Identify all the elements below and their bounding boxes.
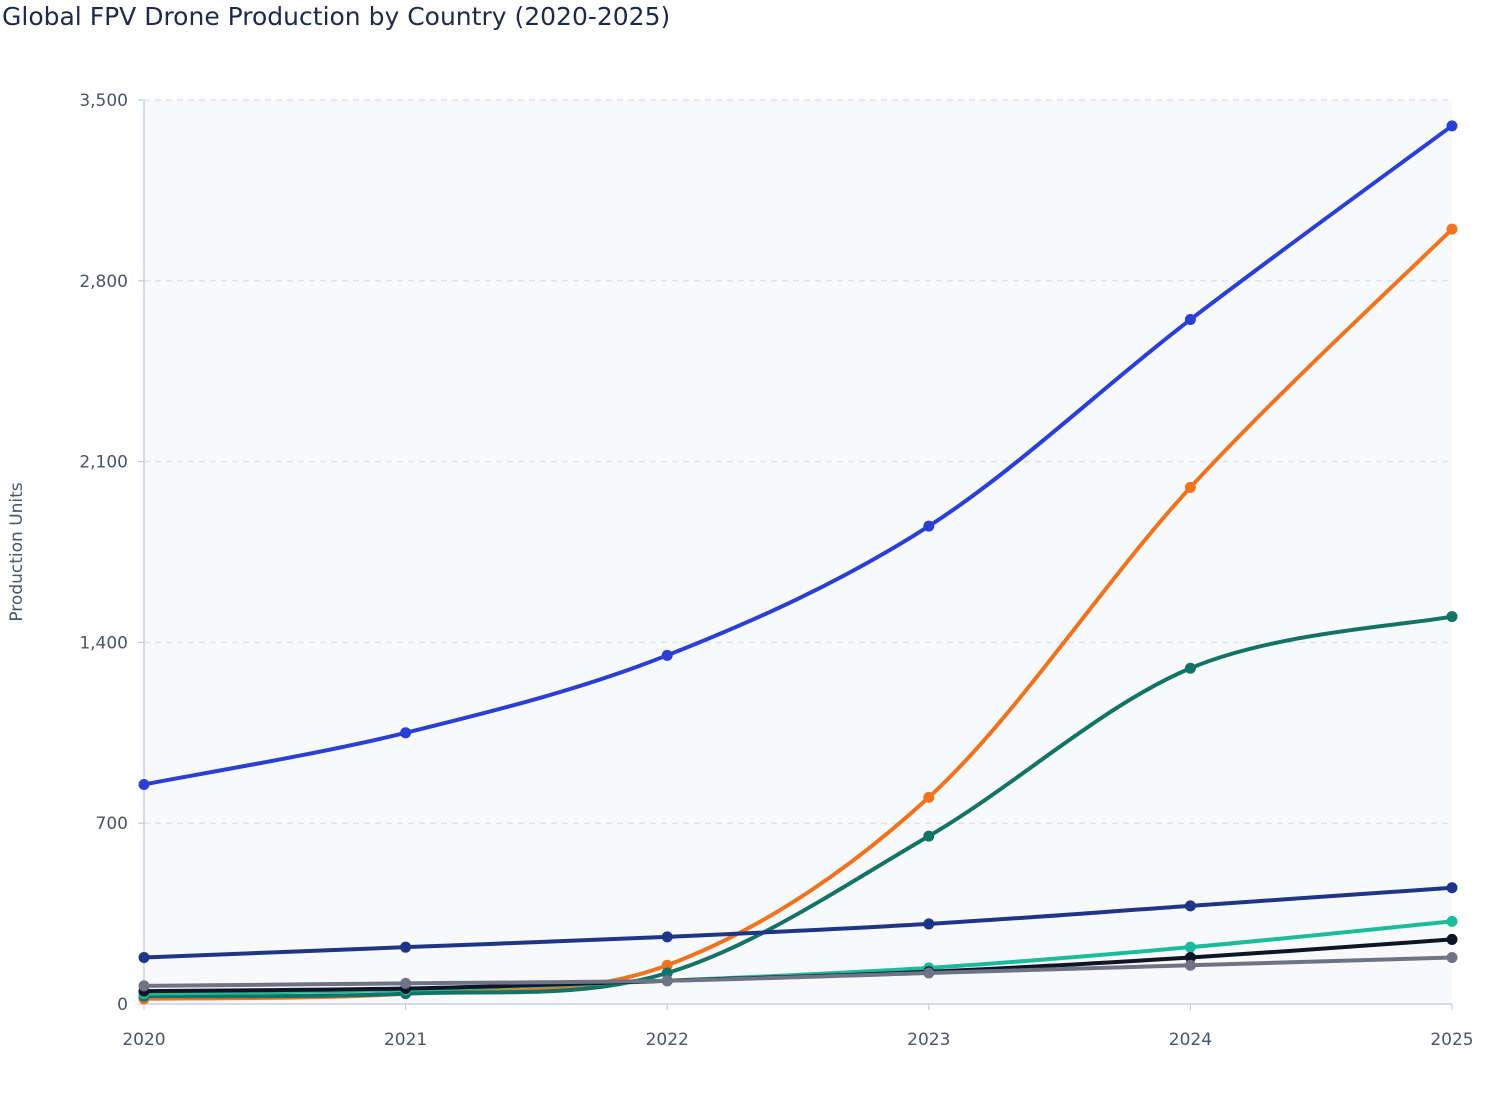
series-lines [138, 120, 1458, 1005]
data-point [1446, 915, 1458, 927]
data-point [400, 977, 412, 989]
data-point [923, 967, 935, 979]
data-point [1184, 941, 1196, 953]
chart-title: Global FPV Drone Production by Country (… [2, 2, 671, 31]
grid-lines [138, 99, 1453, 1010]
data-point [1446, 882, 1458, 894]
axes [143, 100, 1452, 1005]
data-point [1184, 952, 1196, 964]
data-point [1184, 959, 1196, 971]
data-point [1446, 611, 1458, 623]
data-point [923, 918, 935, 930]
x-tick-label: 2023 [907, 1030, 950, 1050]
data-point [1184, 662, 1196, 674]
series-1 [138, 120, 1458, 790]
y-tick-label: 1,400 [79, 633, 128, 653]
series-line [142, 885, 1454, 960]
data-point [138, 980, 150, 992]
series-line [142, 614, 1454, 999]
data-point [1446, 223, 1458, 235]
x-tick-label: 2025 [1430, 1030, 1473, 1050]
data-point [923, 520, 935, 532]
data-point [138, 952, 150, 964]
tick-labels: 0 700 1,400 2,100 2,800 3,500 2020 2021 2022 2023… [79, 91, 1473, 1050]
data-point [1184, 481, 1196, 493]
y-tick-label: 700 [96, 814, 128, 834]
x-tick-label: 2021 [384, 1030, 427, 1050]
x-tick-label: 2022 [646, 1030, 689, 1050]
data-point [923, 830, 935, 842]
series-7 [138, 952, 1458, 992]
data-point [1446, 933, 1458, 945]
data-point [138, 778, 150, 790]
plot-area [144, 100, 1452, 1004]
data-point [1184, 314, 1196, 326]
data-point [1446, 952, 1458, 964]
data-point [1446, 120, 1458, 132]
series-4 [138, 882, 1458, 964]
data-point [661, 931, 673, 943]
data-point [661, 975, 673, 987]
series-line [142, 955, 1454, 988]
y-tick-label: 0 [117, 995, 128, 1015]
series-line [142, 123, 1454, 787]
y-tick-label: 2,800 [79, 272, 128, 292]
y-tick-label: 3,500 [79, 91, 128, 111]
y-tick-label: 2,100 [79, 453, 128, 473]
data-point [923, 791, 935, 803]
data-point [1184, 900, 1196, 912]
data-point [661, 967, 673, 979]
data-point [661, 649, 673, 661]
y-axis-title: Production Units [7, 482, 27, 621]
x-tick-label: 2020 [122, 1030, 165, 1050]
x-tick-label: 2024 [1169, 1030, 1212, 1050]
data-point [400, 727, 412, 739]
data-point [661, 959, 673, 971]
data-point [400, 941, 412, 953]
